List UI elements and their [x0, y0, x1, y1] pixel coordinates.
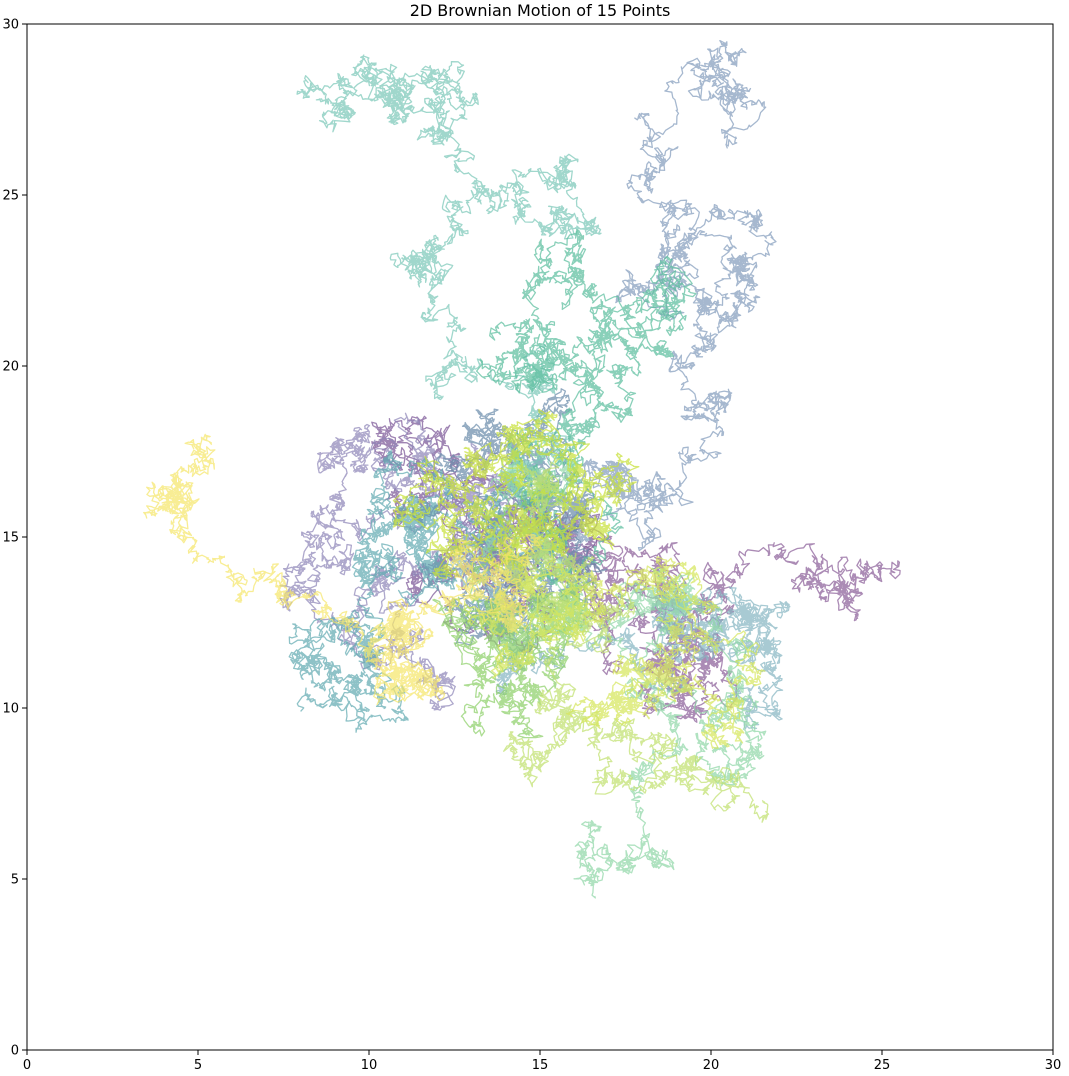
- series-path-11: [432, 469, 595, 739]
- series-path-12: [494, 461, 770, 823]
- x-tick-label: 10: [361, 1058, 378, 1073]
- series-path-1: [532, 511, 901, 723]
- x-tick-label: 30: [1045, 1058, 1062, 1073]
- series-path-7: [288, 449, 556, 733]
- x-tick-label: 0: [23, 1058, 31, 1073]
- x-tick-label: 5: [194, 1058, 202, 1073]
- series-path-15: [143, 433, 541, 706]
- x-tick-label: 20: [703, 1058, 720, 1073]
- series-layer: [143, 39, 901, 899]
- x-tick-label: 15: [532, 1058, 549, 1073]
- series-path-4: [533, 39, 777, 552]
- x-tick-label: 25: [874, 1058, 891, 1073]
- y-tick-label: 5: [11, 873, 19, 888]
- y-tick-label: 25: [2, 189, 19, 204]
- y-tick-label: 0: [11, 1044, 19, 1059]
- axis-layer: 0 5 10 15 20 25 30 0 5 10 15 20 25 30: [2, 18, 1061, 1074]
- series-path-13: [463, 536, 766, 749]
- y-tick-label: 20: [2, 360, 19, 375]
- y-tick-label: 30: [2, 18, 19, 33]
- y-tick-label: 10: [2, 702, 19, 717]
- y-tick-label: 15: [2, 531, 19, 546]
- chart-title: 2D Brownian Motion of 15 Points: [410, 1, 671, 20]
